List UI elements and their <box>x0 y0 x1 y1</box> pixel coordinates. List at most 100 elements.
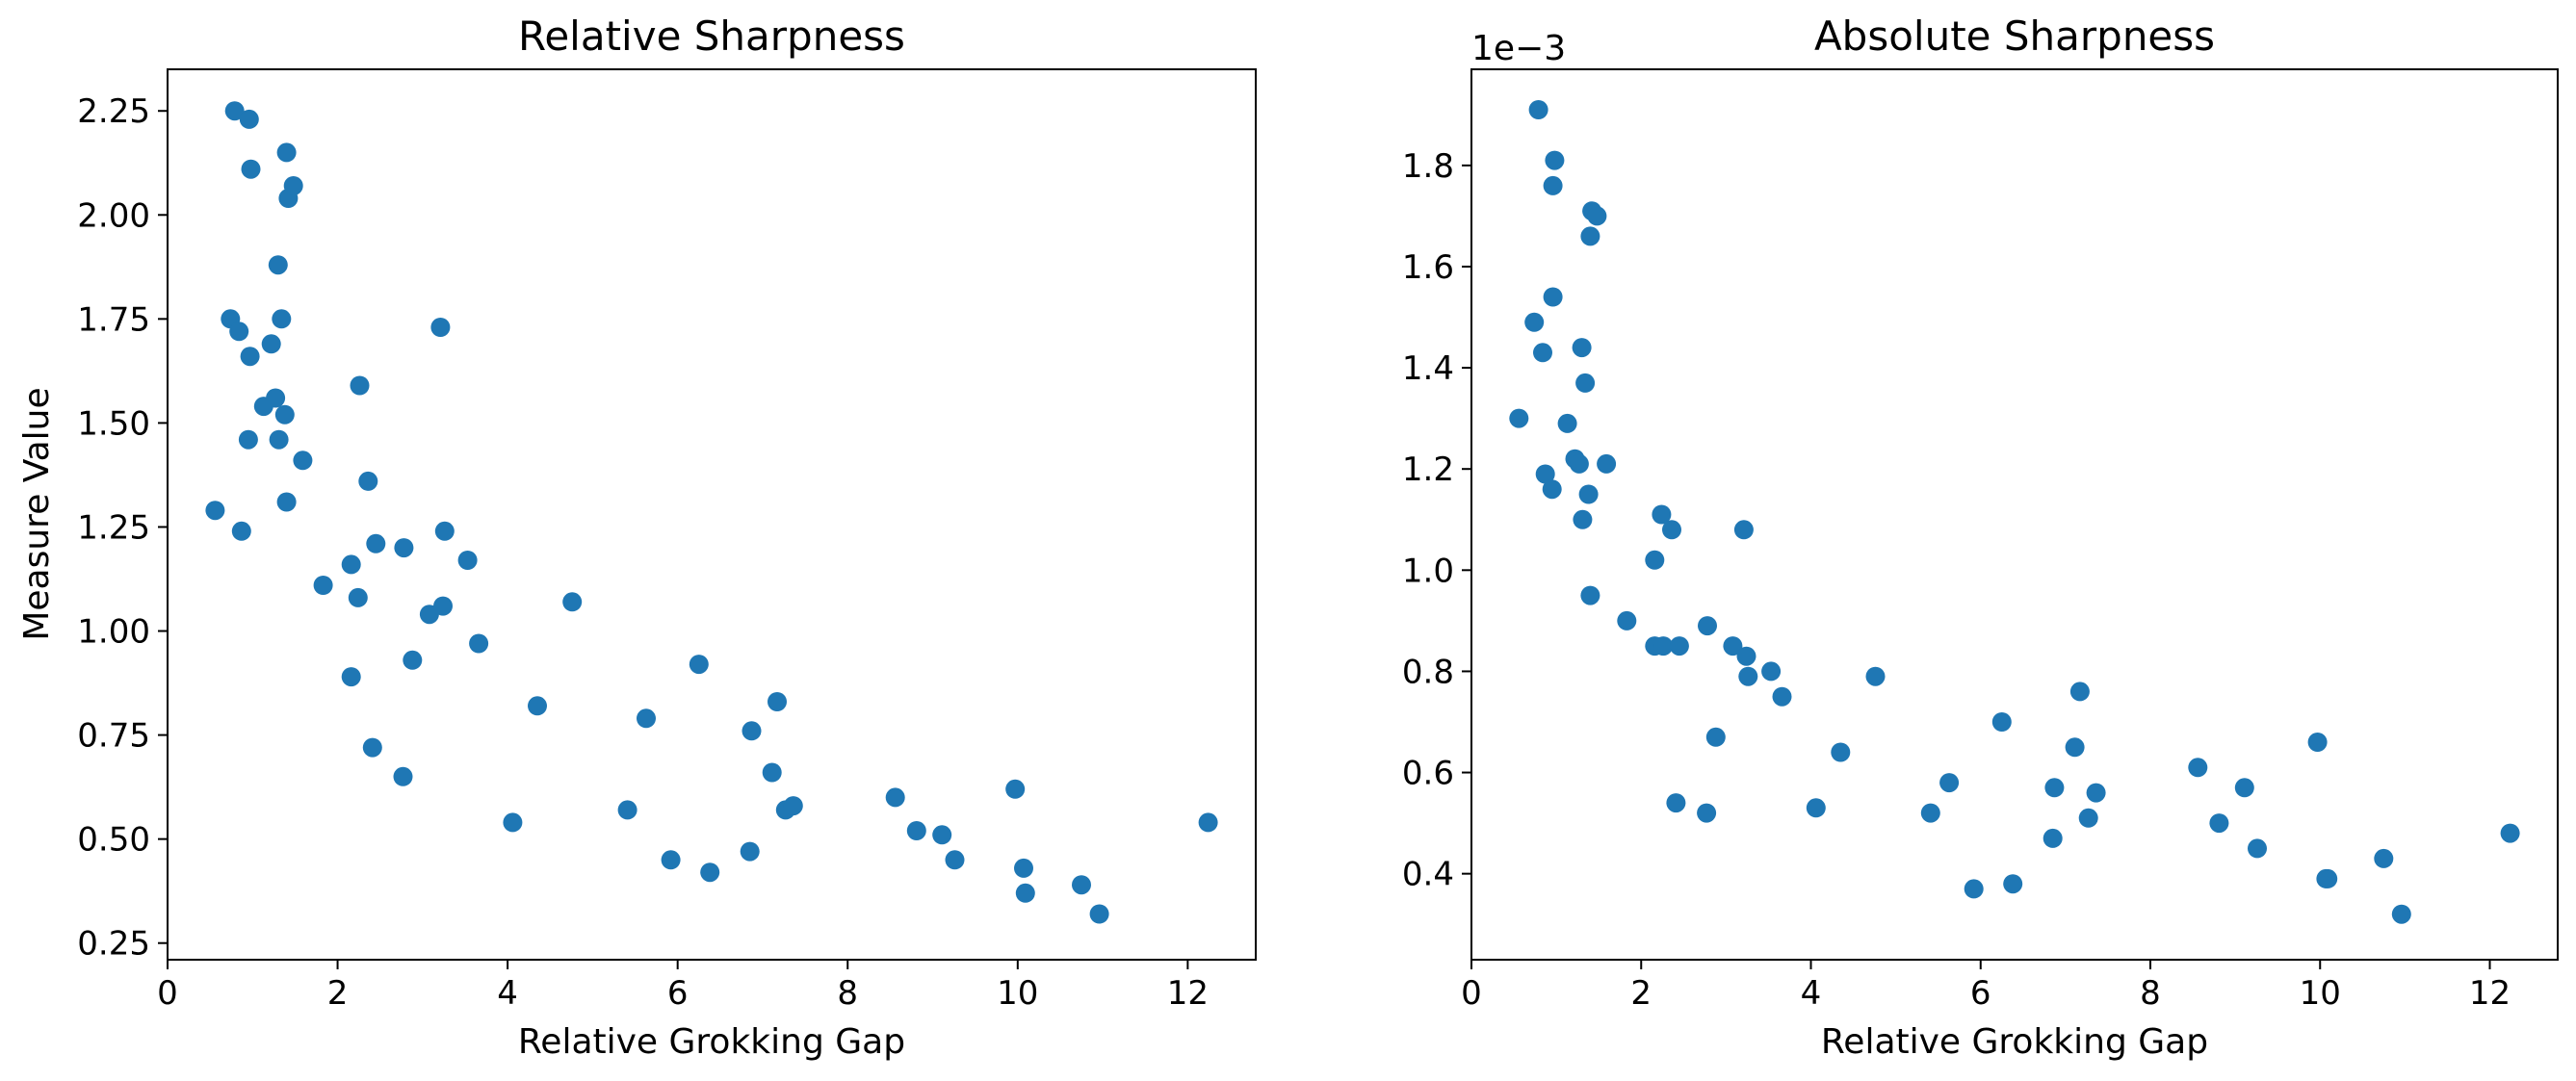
data-point <box>362 737 382 758</box>
data-point <box>932 825 952 845</box>
data-point <box>637 708 656 729</box>
y-tick-label: 2.00 <box>77 196 150 235</box>
y-tick-label: 1.0 <box>1402 552 1454 590</box>
data-point <box>1198 812 1218 833</box>
chart-title: Absolute Sharpness <box>1814 13 2215 60</box>
y-tick-label: 0.25 <box>77 925 150 964</box>
x-tick-label: 8 <box>2140 974 2161 1013</box>
data-point <box>276 142 297 163</box>
plot-frame <box>1470 68 2559 961</box>
y-tick-label: 1.25 <box>77 508 150 547</box>
data-point <box>272 309 292 329</box>
y-tick-label: 1.4 <box>1402 349 1454 388</box>
data-point <box>403 650 423 670</box>
data-point <box>393 766 413 786</box>
data-point <box>1014 858 1033 878</box>
data-point <box>1597 453 1617 474</box>
data-point <box>1580 585 1600 605</box>
data-point <box>2234 778 2254 798</box>
data-point <box>1545 150 1565 170</box>
data-point <box>276 492 297 512</box>
data-point <box>1652 504 1672 525</box>
data-point <box>1865 666 1886 686</box>
data-point <box>528 696 547 716</box>
y-tick-label: 0.50 <box>77 821 150 860</box>
data-point <box>1723 636 1743 656</box>
data-point <box>1697 803 1717 823</box>
data-point <box>1617 610 1637 631</box>
y-tick-label: 1.2 <box>1402 450 1454 489</box>
x-tick-label: 8 <box>837 974 858 1013</box>
data-point <box>562 592 583 612</box>
data-point <box>1575 373 1596 393</box>
data-point <box>1705 727 1726 747</box>
data-point <box>224 101 245 121</box>
y-tick-label: 0.75 <box>77 717 150 756</box>
y-tick-label: 0.8 <box>1402 653 1454 691</box>
data-point <box>1542 479 1562 500</box>
y-tick-label: 1.75 <box>77 300 150 339</box>
absolute-sharpness-panel: Absolute Sharpness Relative Grokking Gap… <box>1402 13 2559 1062</box>
data-point <box>366 533 386 553</box>
data-point <box>240 347 260 367</box>
data-point <box>348 587 368 607</box>
data-point <box>1535 464 1555 484</box>
data-point <box>2500 823 2520 843</box>
data-point <box>2391 904 2411 924</box>
data-point <box>1089 904 1109 924</box>
data-point <box>1005 779 1026 799</box>
data-point <box>231 521 251 541</box>
data-point <box>885 787 905 808</box>
data-point <box>1964 879 1984 899</box>
data-point <box>293 450 313 471</box>
data-point <box>1666 793 1686 813</box>
data-point <box>313 576 333 595</box>
data-point <box>661 850 681 870</box>
data-point <box>768 692 787 711</box>
data-point <box>2003 874 2023 894</box>
data-point <box>1569 453 1589 474</box>
data-point <box>2248 838 2267 859</box>
x-tick-label: 2 <box>1630 974 1652 1013</box>
data-point <box>617 800 637 820</box>
y-tick-label: 1.6 <box>1402 248 1454 287</box>
x-tick-label: 6 <box>667 974 689 1013</box>
y-tick-label: 0.4 <box>1402 856 1454 894</box>
data-point <box>241 159 261 179</box>
data-point <box>2318 868 2338 888</box>
data-point <box>1733 520 1754 540</box>
data-point <box>783 796 803 816</box>
x-tick-label: 10 <box>2300 974 2341 1013</box>
data-point <box>1543 175 1563 195</box>
data-point <box>1580 226 1600 246</box>
x-axis-label: Relative Grokking Gap <box>1821 1022 2208 1062</box>
y-axis-label: Measure Value <box>17 387 57 640</box>
y-tick-label: 1.00 <box>77 613 150 652</box>
data-point <box>1015 883 1035 903</box>
data-point <box>2188 758 2208 778</box>
data-point <box>229 322 249 342</box>
data-point <box>205 501 225 521</box>
data-point <box>1920 803 1940 823</box>
chart-title: Relative Sharpness <box>518 13 905 60</box>
data-point <box>434 521 455 541</box>
data-point <box>268 255 288 275</box>
x-tick-label: 0 <box>157 974 178 1013</box>
data-point <box>1543 287 1563 307</box>
y-offset-label: 1e−3 <box>1471 29 1566 68</box>
data-point <box>274 404 295 425</box>
data-point <box>1528 100 1548 119</box>
data-point <box>503 812 523 833</box>
x-tick-label: 4 <box>1801 974 1822 1013</box>
data-point <box>1578 484 1599 504</box>
y-tick-label: 1.8 <box>1402 147 1454 186</box>
data-point <box>350 375 370 396</box>
data-point <box>1738 666 1758 686</box>
relative-sharpness-panel: Relative Sharpness Relative Grokking Gap… <box>17 13 1257 1062</box>
data-point <box>238 429 258 450</box>
x-tick-label: 12 <box>2469 974 2511 1013</box>
x-axis-label: Relative Grokking Gap <box>518 1022 905 1062</box>
x-tick-label: 10 <box>997 974 1038 1013</box>
data-point <box>283 176 303 195</box>
data-point <box>1761 661 1782 682</box>
